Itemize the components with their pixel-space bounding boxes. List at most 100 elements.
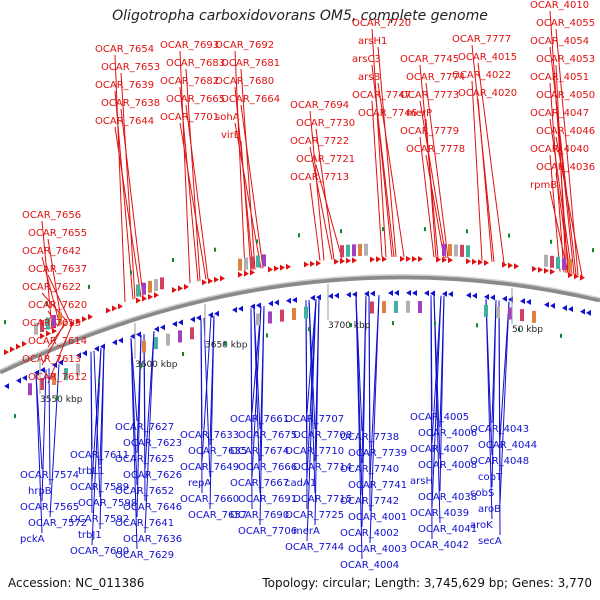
gene-label-ocar-7644: OCAR_7644 bbox=[95, 116, 154, 127]
reverse-leader-line bbox=[499, 301, 510, 504]
reverse-gene-arrow bbox=[292, 296, 297, 303]
reverse-leader-line bbox=[144, 331, 155, 534]
reverse-gene-arrow bbox=[586, 309, 591, 316]
gene-label-ocar-4007: OCAR_4007 bbox=[410, 444, 469, 455]
reverse-leader-line bbox=[433, 295, 441, 524]
feature-block bbox=[520, 309, 524, 322]
gc-marker bbox=[518, 327, 520, 332]
reverse-gene-arrow bbox=[256, 302, 261, 309]
forward-leader-line bbox=[549, 46, 577, 275]
gene-label-ocar-7657: OCAR_7657 bbox=[188, 510, 247, 521]
gene-label-ocar-7706: OCAR_7706 bbox=[238, 526, 297, 537]
forward-leader-line bbox=[179, 50, 191, 284]
reverse-gene-arrow bbox=[502, 295, 507, 302]
forward-gene-arrow bbox=[436, 256, 441, 263]
feature-block bbox=[28, 383, 32, 396]
gene-label-ocar-7653: OCAR_7653 bbox=[101, 62, 160, 73]
feature-block bbox=[418, 301, 422, 314]
reverse-leader-line bbox=[41, 369, 47, 502]
forward-gene-arrow bbox=[214, 276, 219, 283]
gc-marker bbox=[14, 414, 16, 419]
reverse-gene-arrow bbox=[568, 306, 573, 313]
feature-block bbox=[370, 301, 374, 314]
gene-label-ocar-7692: OCAR_7692 bbox=[215, 40, 274, 51]
gene-label-ocar-7701: OCAR_7701 bbox=[160, 112, 219, 123]
gene-label-ocar-7614: OCAR_7614 bbox=[28, 336, 87, 347]
feature-block bbox=[382, 301, 386, 314]
forward-leader-line bbox=[371, 64, 395, 257]
feature-block bbox=[292, 307, 296, 320]
feature-block bbox=[256, 255, 260, 268]
reverse-gene-arrow bbox=[520, 298, 525, 305]
gene-label-ocar-7629: OCAR_7629 bbox=[115, 550, 174, 561]
feature-block bbox=[262, 254, 266, 267]
gene-label-ocar-7642: OCAR_7642 bbox=[22, 246, 81, 257]
reverse-gene-arrow bbox=[346, 291, 351, 298]
forward-gene-arrow bbox=[352, 257, 357, 264]
gene-label-mera: merA bbox=[293, 526, 320, 537]
forward-gene-arrow bbox=[550, 268, 555, 275]
genome-backbone bbox=[0, 274, 600, 375]
feature-block bbox=[352, 244, 356, 257]
gene-label-arsb: arsB bbox=[358, 72, 380, 83]
forward-gene-arrow bbox=[472, 258, 477, 265]
reverse-leader-line bbox=[430, 295, 433, 540]
gene-label-ocar-7744: OCAR_7744 bbox=[285, 542, 344, 553]
forward-leader-line bbox=[471, 80, 483, 261]
gc-marker bbox=[256, 239, 258, 244]
feature-block bbox=[280, 309, 284, 322]
gene-label-ocar-7627: OCAR_7627 bbox=[115, 422, 174, 433]
gene-label-ocar-7730: OCAR_7730 bbox=[296, 118, 355, 129]
feature-block bbox=[550, 255, 554, 268]
reverse-gene-arrow bbox=[328, 293, 333, 300]
gene-label-ocar-7777: OCAR_7777 bbox=[452, 34, 511, 45]
reverse-gene-arrow bbox=[34, 369, 39, 376]
reverse-gene-arrow bbox=[364, 290, 369, 297]
forward-gene-arrow bbox=[484, 259, 489, 266]
gene-label-ocar-4036: OCAR_4036 bbox=[536, 162, 595, 173]
gene-label-ocar-7623: OCAR_7623 bbox=[123, 438, 182, 449]
gene-label-ocar-4047: OCAR_4047 bbox=[530, 108, 589, 119]
forward-gene-arrow bbox=[514, 263, 519, 270]
gene-label-ocar-7620: OCAR_7620 bbox=[28, 300, 87, 311]
forward-leader-line bbox=[309, 182, 321, 261]
feature-block bbox=[58, 312, 62, 325]
gene-label-seca: secA bbox=[478, 536, 502, 547]
gene-label-ocar-7652: OCAR_7652 bbox=[115, 486, 174, 497]
gene-label-ocar-7613: OCAR_7613 bbox=[22, 354, 81, 365]
forward-gene-arrow bbox=[334, 258, 339, 265]
gene-label-ocar-4050: OCAR_4050 bbox=[536, 90, 595, 101]
forward-gene-arrow bbox=[340, 258, 345, 265]
reverse-leader-lines bbox=[35, 295, 510, 560]
gc-marker bbox=[298, 233, 300, 238]
feature-block bbox=[460, 244, 464, 257]
feature-block bbox=[46, 317, 50, 330]
gene-label-ocar-7691: OCAR_7691 bbox=[238, 494, 297, 505]
forward-gene-arrow bbox=[244, 270, 249, 277]
gene-label-ocar-7667: OCAR_7667 bbox=[230, 478, 289, 489]
gene-label-ocar-7649: OCAR_7649 bbox=[180, 462, 239, 473]
forward-leader-line bbox=[47, 274, 71, 322]
gene-label-ocar-4002: OCAR_4002 bbox=[340, 528, 399, 539]
forward-leader-line bbox=[555, 64, 567, 273]
gene-label-ocar-7565: OCAR_7565 bbox=[20, 502, 79, 513]
forward-leader-line bbox=[120, 72, 136, 299]
reverse-gene-arrow bbox=[448, 291, 453, 298]
forward-leader-line bbox=[309, 146, 333, 260]
forward-gene-arrow bbox=[118, 303, 123, 310]
gene-label-ocar-4044: OCAR_4044 bbox=[478, 440, 537, 451]
forward-gene-arrow bbox=[568, 272, 573, 279]
feature-block bbox=[466, 245, 470, 258]
reverse-gene-arrow bbox=[238, 305, 243, 312]
reverse-leader-line bbox=[314, 298, 320, 526]
gene-label-ocar-4053: OCAR_4053 bbox=[536, 54, 595, 65]
forward-gene-arrow bbox=[208, 278, 213, 285]
forward-gene-arrow bbox=[382, 256, 387, 263]
gene-label-ocar-4006: OCAR_4006 bbox=[418, 428, 477, 439]
gene-label-hrpb: hrpB bbox=[28, 486, 52, 497]
genome-backbone-highlight bbox=[0, 274, 600, 371]
gene-label-ocar-7721: OCAR_7721 bbox=[296, 154, 355, 165]
reverse-leader-line bbox=[253, 307, 261, 494]
feature-block bbox=[358, 244, 362, 257]
gene-label-ocar-7745: OCAR_7745 bbox=[400, 54, 459, 65]
